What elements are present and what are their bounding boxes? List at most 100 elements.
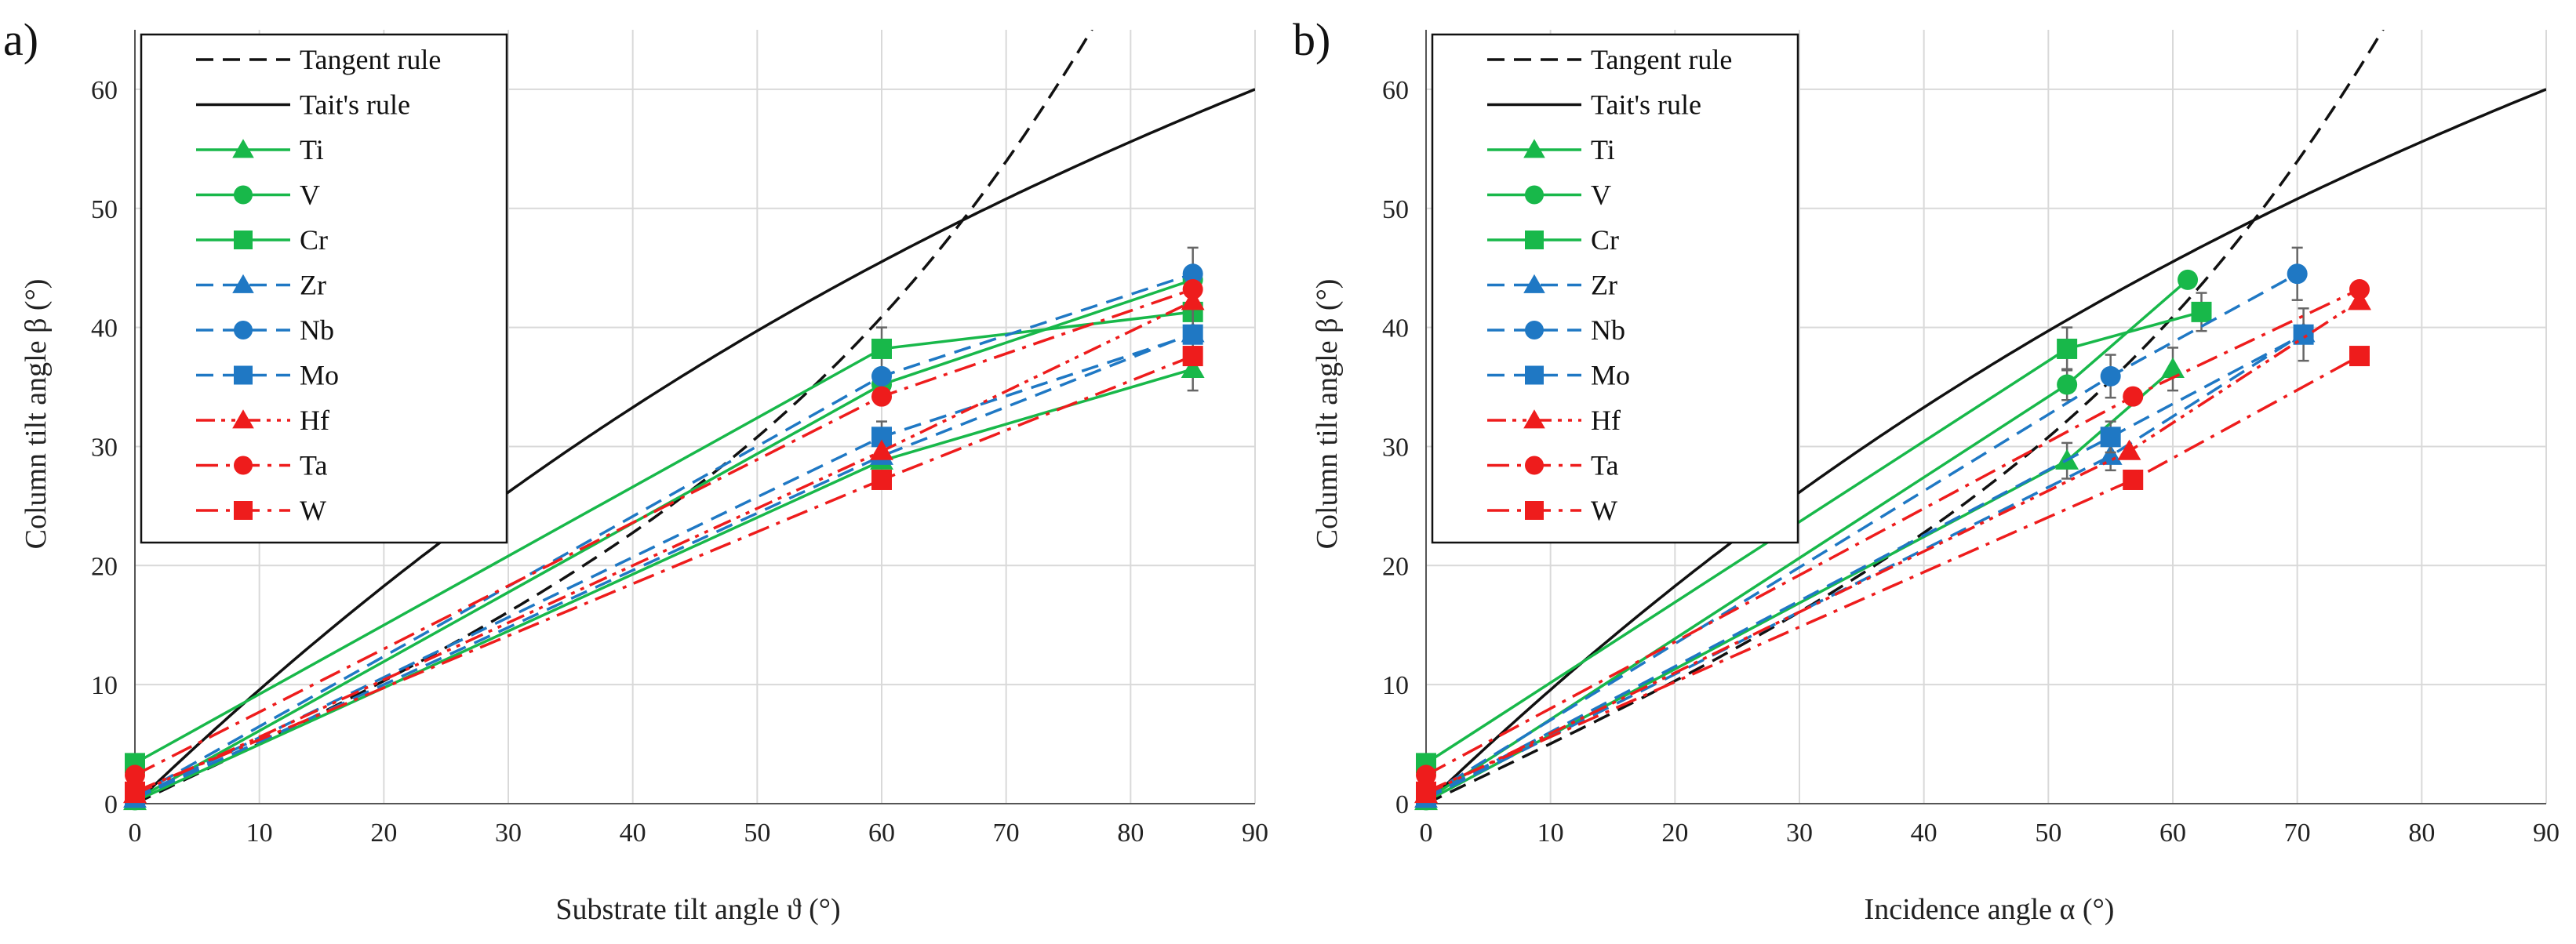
y-tick-label: 20	[91, 552, 118, 581]
legend-marker	[1525, 456, 1544, 475]
legend-label: Ta	[1591, 450, 1618, 481]
x-tick-label: 30	[495, 819, 522, 848]
data-point-cr	[2057, 338, 2078, 359]
x-axis-label: Incidence angle α (°)	[1865, 893, 2115, 926]
legend-box	[140, 33, 508, 544]
x-tick-label: 30	[1786, 819, 1813, 848]
taits-rule-line	[1426, 88, 2546, 804]
data-point-hf	[2117, 439, 2141, 460]
data-point-cr	[871, 338, 892, 359]
series-line-zr	[134, 332, 1194, 801]
x-tick-label: 90	[2533, 819, 2560, 848]
y-axis-label: Column tilt angle β (°)	[20, 279, 53, 550]
x-tick-label: 80	[1117, 819, 1144, 848]
taits-rule-curve	[135, 88, 1255, 804]
legend-item-ti: Ti	[196, 134, 324, 165]
legend-item-v: V	[196, 180, 320, 211]
x-tick-label: 60	[868, 819, 895, 848]
data-point-w	[871, 469, 892, 490]
taits-rule-curve	[1426, 88, 2546, 804]
y-axis-label: Column tilt angle β (°)	[1311, 279, 1344, 550]
y-tick-label: 50	[1382, 195, 1409, 224]
series-ta	[1416, 279, 2370, 786]
chart-panel-b: 0 10 20 30 40 50 60 70 80 90 0 10 20 30 40 50 60 b) Inci…	[1293, 14, 2560, 926]
legend-label: Cr	[300, 224, 328, 256]
y-tick-label: 10	[1382, 671, 1409, 700]
axes	[134, 30, 1255, 804]
y-tick-label: 60	[1382, 76, 1409, 105]
data-point-ti	[2161, 357, 2185, 378]
legend-label: Cr	[1591, 224, 1619, 256]
data-point-ta	[1416, 764, 1436, 786]
x-tick-label: 80	[2408, 819, 2435, 848]
legend-item-ti: Ti	[1487, 134, 1615, 165]
x-tick-label: 10	[246, 819, 273, 848]
legend-label: Zr	[1591, 270, 1617, 301]
data-point-w	[2349, 346, 2370, 367]
data-point-w	[125, 781, 145, 802]
legend-label: Nb	[300, 314, 334, 346]
legend-marker	[234, 365, 253, 385]
y-tick-label: 0	[1395, 790, 1409, 819]
data-point-nb	[2287, 263, 2308, 285]
x-tick-label: 40	[620, 819, 646, 848]
legend-marker	[234, 501, 253, 520]
legend-label: Tangent rule	[300, 44, 441, 75]
y-tick-label: 30	[1382, 433, 1409, 462]
legend-item-zr: Zr	[1487, 270, 1617, 301]
y-tick-label: 50	[91, 195, 118, 224]
x-tick-label: 60	[2159, 819, 2186, 848]
series-line-zr	[1425, 332, 2305, 801]
legend-marker	[232, 274, 254, 293]
legend-label: Tangent rule	[1591, 44, 1732, 75]
data-point-ta	[125, 764, 145, 786]
legend-label: Hf	[1591, 405, 1621, 436]
legend-item-tangent-rule: Tangent rule	[1487, 44, 1732, 75]
data-point-w	[2123, 469, 2144, 490]
data-point-w	[1416, 781, 1436, 802]
legend-item-zr: Zr	[196, 270, 326, 301]
legend-marker	[234, 185, 253, 205]
data-point-cr	[2191, 301, 2212, 322]
x-tick-label: 90	[1242, 819, 1268, 848]
legend-marker	[1523, 409, 1545, 429]
legend-item-cr: Cr	[196, 224, 328, 256]
y-tick-label: 30	[91, 433, 118, 462]
legend-label: Ti	[300, 134, 324, 165]
legend-label: Ti	[1591, 134, 1615, 165]
y-tick-label: 10	[91, 671, 118, 700]
series-ta	[125, 279, 1203, 786]
legend-label: V	[300, 180, 320, 211]
data-series	[123, 246, 1205, 811]
y-tick-label: 20	[1382, 552, 1409, 581]
tick-labels: 0 10 20 30 40 50 60 70 80 90 0 10 20 30 40 50 60	[1382, 76, 2560, 848]
legend-item-hf: Hf	[1487, 405, 1621, 436]
x-tick-label: 0	[1420, 819, 1433, 848]
legend-item-mo: Mo	[1487, 360, 1630, 391]
x-tick-label: 70	[993, 819, 1020, 848]
tangent-rule-line	[1426, 30, 2385, 804]
data-point-ta	[2123, 386, 2144, 407]
legend-marker	[1523, 139, 1545, 158]
data-point-hf	[2348, 289, 2371, 310]
data-point-ta	[871, 386, 892, 407]
legend-marker	[1525, 231, 1544, 249]
legend-item-nb: Nb	[196, 314, 334, 346]
x-tick-label: 40	[1911, 819, 1937, 848]
legend-label: Nb	[1591, 314, 1625, 346]
x-tick-label: 0	[129, 819, 142, 848]
data-point-nb	[871, 365, 892, 387]
data-point-ta	[1182, 279, 1203, 300]
legend-label: Mo	[300, 360, 339, 391]
data-point-nb	[1182, 263, 1203, 285]
data-point-ti	[1181, 357, 1205, 378]
legend-item-tait-s-rule: Tait's rule	[196, 89, 410, 121]
x-tick-label: 70	[2284, 819, 2311, 848]
chart-panel-a: 0 10 20 30 40 50 60 70 80 90 0 10 20 30 40 50 60 a) Subs…	[3, 14, 1268, 926]
legend-marker	[1525, 185, 1544, 205]
legend-item-hf: Hf	[196, 405, 329, 436]
legend-marker	[1525, 365, 1544, 385]
panel-label: b)	[1293, 14, 1330, 65]
legend-marker	[1525, 321, 1544, 339]
